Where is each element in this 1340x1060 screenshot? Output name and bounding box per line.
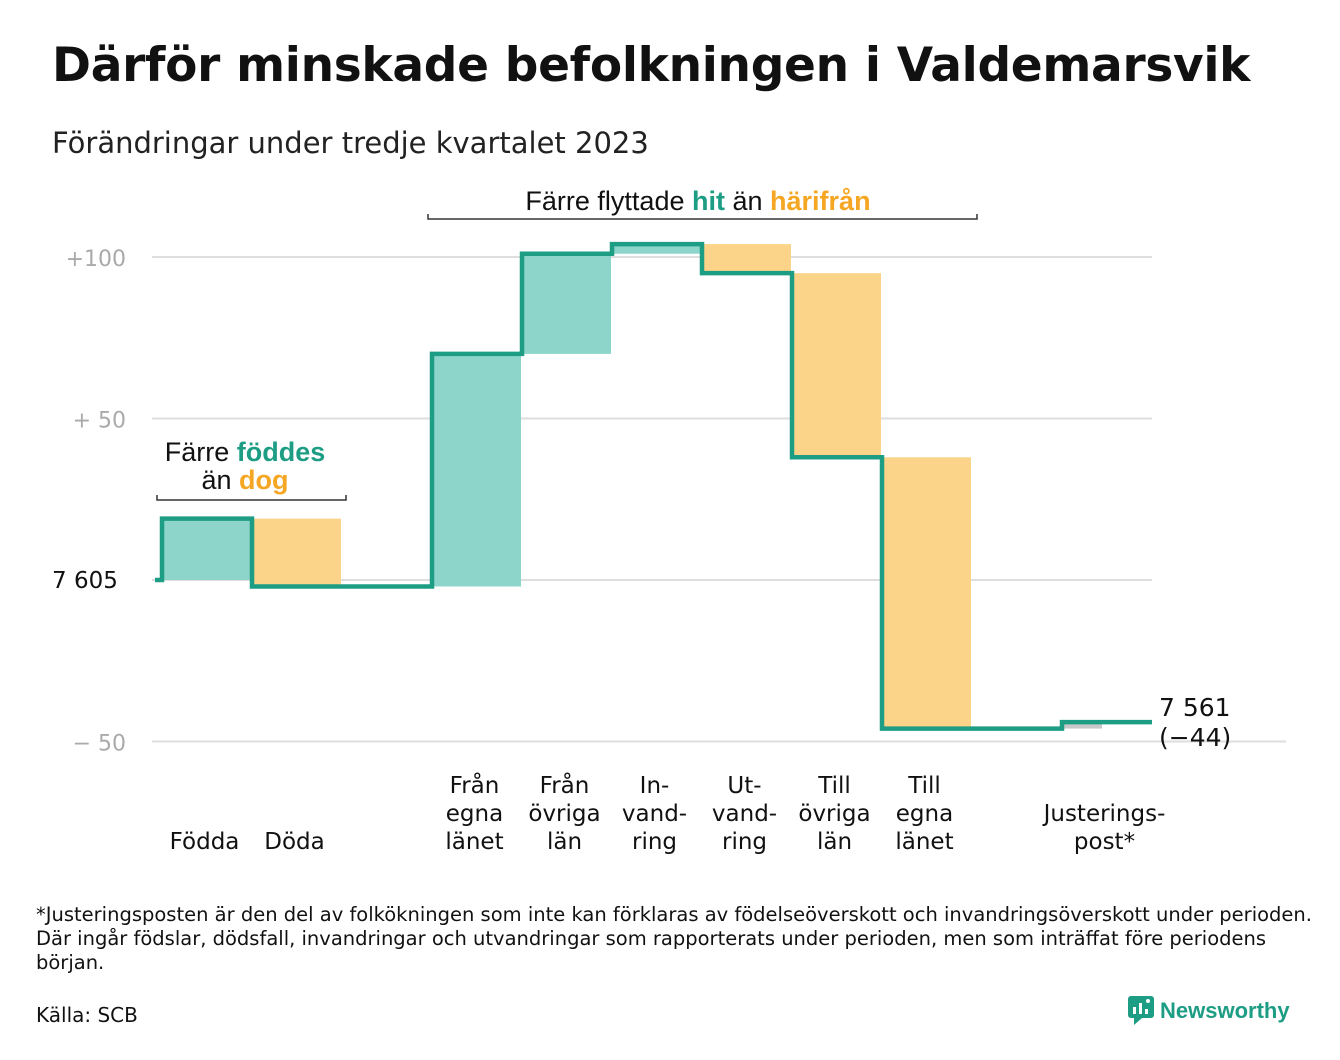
waterfall-bar	[612, 244, 701, 254]
start-value-label: 7 605	[52, 568, 118, 594]
footnote: *Justeringsposten är den del av folkökni…	[36, 903, 1312, 974]
waterfall-bar	[252, 518, 341, 587]
category-label-line: ring	[632, 829, 677, 855]
category-label: Till egna länet	[895, 773, 953, 855]
y-tick-label: +100	[66, 247, 126, 272]
annotation-prefix: än	[201, 465, 239, 495]
brand-logo: Newsworthy	[1128, 996, 1290, 1026]
annotation-green-word: föddes	[237, 437, 326, 467]
waterfall-bar	[1062, 722, 1102, 729]
moves-annotation: Färre flyttade hit än härifrån	[525, 186, 870, 216]
category-label-line: Från	[450, 771, 500, 799]
waterfall-bar	[522, 253, 611, 354]
category-label-line: vand-	[712, 801, 777, 827]
category-label-line: Justerings-	[1042, 801, 1166, 827]
births-bracket	[156, 495, 347, 501]
y-tick-label: + 50	[73, 409, 126, 434]
category-label-line: Ut-	[727, 773, 761, 799]
waterfall-bar	[792, 273, 881, 458]
category-label-line: övriga	[528, 801, 600, 827]
end-value-label: 7 561	[1159, 693, 1231, 722]
moves-bracket	[427, 214, 978, 220]
annotation-green-word: hit	[692, 186, 725, 216]
category-label-line: län	[547, 829, 582, 855]
newsworthy-logo-icon	[1128, 996, 1154, 1025]
waterfall-bar	[162, 518, 251, 580]
annotation-prefix: Färre	[165, 437, 237, 467]
category-label-line: egna	[446, 801, 503, 827]
annotation-middle: än	[725, 186, 770, 216]
chart-title: Därför minskade befolkningen i Valdemars…	[52, 38, 1251, 93]
category-label-line: Till	[817, 773, 851, 799]
annotation-orange-word: härifrån	[770, 186, 871, 216]
waterfall-bar	[882, 457, 971, 729]
category-label: Till övriga län	[798, 773, 870, 855]
category-label-line: länet	[445, 829, 503, 855]
category-label: Ut-vand-ring	[712, 773, 777, 855]
category-label-line: Födda	[170, 829, 240, 855]
category-label-line: övriga	[798, 801, 870, 827]
category-label-line: länet	[895, 829, 953, 855]
category-label: Födda	[170, 829, 240, 855]
annotation-orange-word: dog	[239, 465, 288, 495]
brand-name: Newsworthy	[1160, 998, 1290, 1023]
category-label: Justerings-post*	[1042, 801, 1166, 855]
category-label-line: egna	[896, 801, 953, 827]
waterfall-bar	[432, 353, 521, 587]
category-label: Från övriga län	[528, 771, 600, 855]
births-annotation-line2: än dog	[201, 465, 288, 495]
category-label-line: ring	[722, 829, 767, 855]
category-label-line: Döda	[264, 829, 324, 855]
category-label-line: post*	[1074, 829, 1135, 855]
cumulative-step-line	[155, 241, 1152, 731]
annotation-prefix: Färre flyttade	[525, 186, 692, 216]
source-label: Källa: SCB	[36, 1003, 138, 1027]
category-label-line: vand-	[622, 801, 687, 827]
end-change-label: (−44)	[1159, 723, 1231, 752]
category-label-line: Till	[907, 773, 941, 799]
category-label: Döda	[264, 829, 324, 855]
category-label-line: län	[817, 829, 852, 855]
y-tick-label: − 50	[73, 732, 126, 757]
category-label: In-vand-ring	[622, 773, 687, 855]
category-label: Från egna länet	[445, 771, 503, 855]
waterfall-bar	[702, 244, 791, 274]
chart-subtitle: Förändringar under tredje kvartalet 2023	[52, 126, 649, 160]
category-label-line: In-	[640, 773, 670, 799]
category-label-line: Från	[540, 771, 590, 799]
births-annotation-line1: Färre föddes	[165, 437, 326, 467]
